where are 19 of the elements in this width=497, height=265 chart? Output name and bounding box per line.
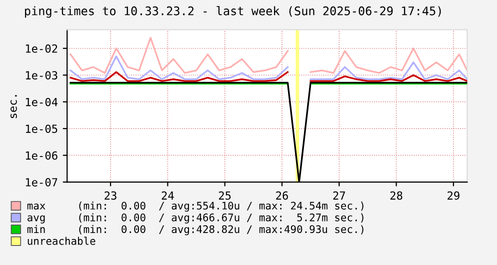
x-tick-label: 23 bbox=[104, 191, 116, 200]
legend-label: max (min: 0.00 / avg:554.10u / max: 24.54m sec.) bbox=[27, 202, 364, 212]
legend-label: unreachable bbox=[28, 236, 96, 245]
x-tick-label: 26 bbox=[276, 191, 288, 200]
x-tick-label: 27 bbox=[333, 191, 346, 200]
y-tick-label: 1e-02 bbox=[26, 44, 58, 53]
x-tick-label: 24 bbox=[162, 191, 174, 200]
x-tick-label: 29 bbox=[448, 191, 460, 200]
y-tick-label: 1e-07 bbox=[26, 178, 58, 186]
x-tick-label: 25 bbox=[218, 191, 231, 200]
legend-label: min (min: 0.00 / avg:428.82u / max:490.93u sec.) bbox=[27, 225, 364, 236]
y-tick-label: 1e-05 bbox=[26, 124, 58, 133]
y-tick-label: 1e-06 bbox=[26, 151, 58, 160]
x-tick-label: 28 bbox=[390, 191, 402, 200]
legend-label: avg (min: 0.00 / avg:466.67u / max: 5.27m sec.) bbox=[28, 213, 364, 224]
y-tick-label: 1e-03 bbox=[26, 71, 58, 80]
chart-title: ping-times to 10.33.23.2 - last week (Sun 2025-06-29 17:45) bbox=[25, 6, 441, 18]
y-axis-title: sec. bbox=[10, 95, 17, 118]
y-tick-label: 1e-04 bbox=[26, 98, 58, 106]
